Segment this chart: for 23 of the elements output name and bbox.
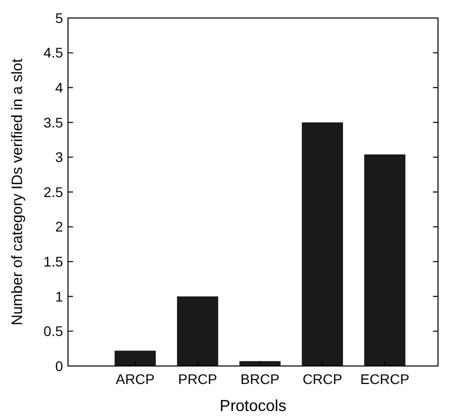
y-axis-title: Number of category IDs verified in a slot bbox=[9, 58, 26, 326]
bar bbox=[364, 154, 406, 366]
y-tick-label: 3.5 bbox=[44, 114, 64, 130]
bar bbox=[177, 296, 218, 366]
y-tick-label: 0 bbox=[55, 358, 64, 374]
y-tick-label: 3 bbox=[55, 149, 64, 166]
y-tick-label: 4.5 bbox=[44, 44, 64, 61]
y-tick-label: 0.5 bbox=[44, 323, 64, 340]
bar bbox=[302, 122, 343, 366]
x-axis-title: Protocols bbox=[220, 398, 286, 415]
x-tick-label: CRCP bbox=[302, 371, 342, 387]
y-tick-label: 5 bbox=[55, 10, 64, 26]
bar bbox=[239, 361, 281, 366]
y-tick-label: 1.5 bbox=[44, 254, 64, 270]
y-tick-label: 2.5 bbox=[44, 184, 64, 200]
x-tick-label: BRCP bbox=[240, 371, 280, 387]
y-tick-label: 1 bbox=[55, 288, 64, 304]
bar bbox=[114, 350, 156, 366]
y-tick-label: 4 bbox=[55, 80, 64, 96]
y-tick-label: 2 bbox=[55, 218, 64, 235]
x-tick-label: PRCP bbox=[178, 371, 218, 387]
x-tick-label: ECRCP bbox=[360, 371, 410, 387]
x-tick-label: ARCP bbox=[116, 371, 155, 387]
